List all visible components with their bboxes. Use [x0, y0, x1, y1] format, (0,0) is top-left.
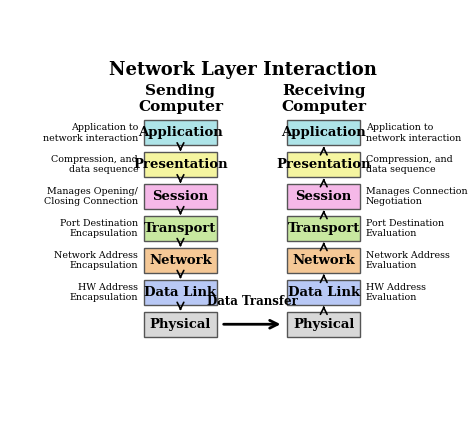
- FancyBboxPatch shape: [144, 120, 217, 145]
- FancyBboxPatch shape: [144, 152, 217, 177]
- Text: Port Destination
Evaluation: Port Destination Evaluation: [366, 219, 444, 238]
- FancyBboxPatch shape: [287, 248, 360, 273]
- Text: Presentation: Presentation: [133, 158, 228, 171]
- FancyBboxPatch shape: [287, 280, 360, 305]
- Text: Transport: Transport: [288, 222, 360, 235]
- FancyBboxPatch shape: [287, 184, 360, 209]
- Text: HW Address
Evaluation: HW Address Evaluation: [366, 283, 426, 302]
- Text: Network: Network: [292, 254, 355, 267]
- Text: Application to
network interaction: Application to network interaction: [43, 123, 138, 143]
- Text: Session: Session: [296, 190, 352, 203]
- Text: Physical: Physical: [293, 318, 355, 331]
- FancyBboxPatch shape: [287, 152, 360, 177]
- Text: Data Link: Data Link: [288, 286, 360, 299]
- Text: Session: Session: [152, 190, 209, 203]
- Text: Application to
network interaction: Application to network interaction: [366, 123, 461, 143]
- Text: Network: Network: [149, 254, 212, 267]
- Text: Transport: Transport: [144, 222, 217, 235]
- Text: Receiving
Computer: Receiving Computer: [281, 84, 366, 114]
- Text: Data Transfer: Data Transfer: [207, 296, 298, 309]
- FancyBboxPatch shape: [144, 216, 217, 241]
- FancyBboxPatch shape: [144, 184, 217, 209]
- Text: Presentation: Presentation: [276, 158, 371, 171]
- Text: Network Address
Evaluation: Network Address Evaluation: [366, 251, 450, 270]
- FancyBboxPatch shape: [287, 312, 360, 337]
- Text: Network Address
Encapsulation: Network Address Encapsulation: [55, 251, 138, 270]
- Text: Application: Application: [138, 126, 223, 140]
- Text: Compression, and
data sequence: Compression, and data sequence: [52, 155, 138, 174]
- Text: Port Destination
Encapsulation: Port Destination Encapsulation: [60, 219, 138, 238]
- Text: Compression, and
data sequence: Compression, and data sequence: [366, 155, 453, 174]
- Text: Application: Application: [282, 126, 366, 140]
- FancyBboxPatch shape: [287, 120, 360, 145]
- Text: Network Layer Interaction: Network Layer Interaction: [109, 61, 377, 79]
- Text: Data Link: Data Link: [145, 286, 217, 299]
- Text: Sending
Computer: Sending Computer: [138, 84, 223, 114]
- FancyBboxPatch shape: [144, 248, 217, 273]
- FancyBboxPatch shape: [144, 280, 217, 305]
- Text: Manages Opening/
Closing Connection: Manages Opening/ Closing Connection: [44, 187, 138, 206]
- Text: Physical: Physical: [150, 318, 211, 331]
- FancyBboxPatch shape: [287, 216, 360, 241]
- Text: Manages Connection
Negotiation: Manages Connection Negotiation: [366, 187, 468, 206]
- FancyBboxPatch shape: [144, 312, 217, 337]
- Text: HW Address
Encapsulation: HW Address Encapsulation: [70, 283, 138, 302]
